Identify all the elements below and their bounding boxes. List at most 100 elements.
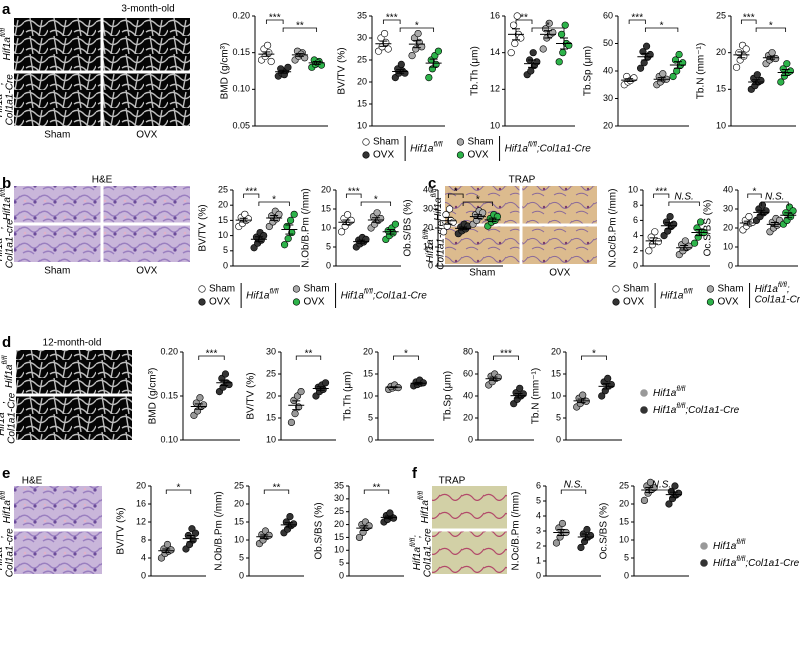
data-point (301, 54, 309, 62)
data-point (654, 238, 663, 246)
panel-label: H&E (22, 476, 43, 487)
significance-label: ** (520, 13, 528, 24)
data-point (414, 29, 422, 38)
data-point (646, 50, 654, 59)
genotype-sup: fl/fl (2, 355, 9, 364)
y-tick-label: 16 (490, 10, 500, 20)
significance-bracket (399, 27, 435, 32)
y-tick-label: 25 (716, 10, 726, 20)
y-tick-label: 15 (266, 412, 276, 422)
data-point (408, 51, 416, 60)
y-tick-label: 25 (357, 54, 367, 64)
data-point (583, 525, 591, 534)
data-point (317, 61, 326, 69)
data-point (167, 546, 175, 554)
significance-label: N.S. (564, 480, 583, 491)
data-point (267, 57, 275, 66)
data-point (690, 239, 699, 247)
significance-bracket (243, 193, 260, 198)
y-tick-label: 20 (357, 76, 367, 86)
y-tick-label: 5 (536, 495, 541, 505)
y-tick-label: 40 (603, 65, 613, 75)
data-point (260, 232, 268, 240)
panel-letter: b (2, 175, 11, 192)
y-tick-label: 15 (234, 516, 244, 526)
data-point (286, 512, 294, 521)
y-tick-label: 0 (428, 260, 433, 270)
legend-swatch (640, 389, 648, 397)
y-tick-label: 35 (357, 10, 367, 20)
genotype-sup: fl/fl (418, 491, 425, 500)
y-tick-label: 10 (363, 390, 373, 400)
y-tick-label: 15 (363, 368, 373, 378)
legend-label: Sham (717, 284, 743, 295)
genotype-label: Hif1afl/fl; (423, 227, 436, 262)
data-point (199, 401, 208, 409)
y-tick-label: 0.20 (232, 10, 250, 20)
y-tick-label: 10 (234, 534, 244, 544)
data-point (640, 59, 648, 67)
y-tick-label: 15 (218, 215, 228, 225)
y-tick-label: 5 (339, 558, 344, 568)
data-point (783, 60, 791, 68)
y-tick-label: 16 (136, 498, 146, 508)
y-tick-label: 50 (603, 38, 613, 48)
y-tick-label: 20 (334, 519, 344, 529)
y-tick-label: 20 (423, 222, 433, 232)
row-label: Hif1afl/fl;Col1a1-cre (0, 528, 16, 577)
y-axis-label: Tb.N (mm⁻¹) (696, 43, 707, 99)
micrograph (14, 486, 102, 529)
data-point (640, 496, 649, 505)
y-tick-label: 8 (141, 534, 146, 544)
genotype-base: Hif1a (505, 143, 529, 154)
panel-letter: a (2, 1, 11, 18)
data-point (284, 63, 292, 71)
data-point (557, 30, 566, 38)
significance-label: *** (655, 187, 667, 198)
significance-bracket (581, 355, 607, 360)
significance-label: * (374, 195, 378, 206)
row-label: Hif1afl/fl;Col1a1-Cre (0, 392, 18, 444)
y-tick-label: 15 (551, 368, 561, 378)
legend-label: OVX (303, 297, 324, 308)
y-tick-label: 30 (723, 203, 733, 213)
data-point (675, 50, 683, 59)
data-point (163, 540, 172, 549)
y-tick-label: 40 (423, 184, 433, 194)
genotype-base: Hif1a (0, 238, 5, 262)
genotype-sup: fl/fl (676, 386, 685, 393)
significance-bracket (282, 27, 318, 32)
genotype-sup: fl/fl (676, 403, 685, 410)
micrograph (14, 531, 102, 574)
data-point (555, 58, 563, 66)
genotype-line2: Col1a1-Cre (7, 392, 18, 444)
y-tick-label: 12 (490, 84, 500, 94)
significance-label: * (660, 21, 664, 32)
micrograph (14, 73, 101, 126)
legend-label: Sham (467, 137, 493, 148)
genotype-sup: fl/fl (736, 539, 745, 546)
data-point (511, 39, 519, 48)
y-tick-label: 10 (266, 434, 276, 444)
significance-bracket (263, 489, 290, 494)
genotype-base: Hif1a (653, 388, 677, 399)
y-tick-label: 4 (141, 552, 146, 562)
data-point (284, 235, 292, 243)
genotype-label: Hif1afl/fl; (410, 535, 423, 570)
y-tick-label: 80 (463, 346, 473, 356)
y-axis-label: Tb.Th (μm) (470, 46, 481, 96)
data-point (263, 41, 272, 49)
y-tick-label: 25 (619, 480, 629, 490)
genotype-label: Hif1afl/fl; (0, 400, 7, 435)
data-point (280, 241, 289, 249)
data-point (673, 67, 681, 75)
significance-label: N.S. (652, 480, 671, 491)
genotype-sup: fl/fl (0, 403, 1, 412)
data-point (671, 482, 679, 490)
data-point (513, 12, 521, 20)
y-axis-label: Tb.Sp (μm) (583, 46, 594, 96)
y-tick-label: 0 (468, 434, 473, 444)
significance-bracket (760, 201, 789, 206)
genotype-rest: ; (0, 400, 7, 403)
column-label: OVX (549, 268, 570, 279)
